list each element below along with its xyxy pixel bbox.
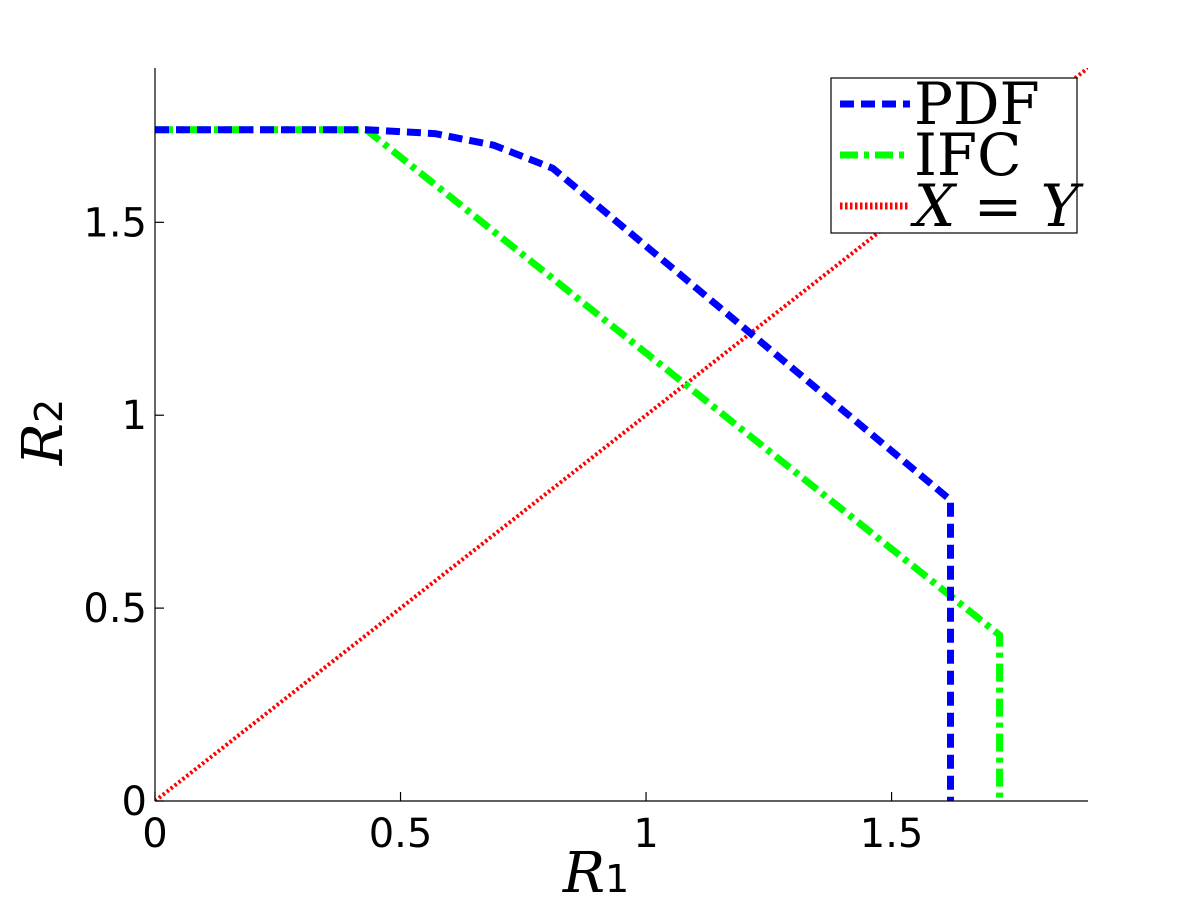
y-tick-label: 1.5 <box>83 200 147 246</box>
y-tick-label: 0.5 <box>83 586 147 632</box>
x-tick-label: 0.5 <box>369 811 433 857</box>
x-axis-ticks: 0 0.5 1 1.5 <box>142 792 923 857</box>
x-axis-label: R1 <box>562 841 629 900</box>
series-line-pdf <box>155 126 954 801</box>
x-tick-label: 0 <box>142 811 167 857</box>
legend-label-pdf: PDF <box>914 70 1040 138</box>
y-axis-ticks: 0 0.5 1 1.5 <box>83 200 164 825</box>
y-tick-label: 0 <box>122 779 147 825</box>
y-axis-label-base: R <box>11 423 76 466</box>
x-tick-label: 1.5 <box>860 811 924 857</box>
legend-label-ifc: IFC <box>914 121 1022 189</box>
y-axis-label-subscript: 2 <box>27 399 71 423</box>
x-axis-label-subscript: 1 <box>605 857 629 900</box>
x-axis-label-base: R <box>562 841 605 900</box>
y-axis-label: R2 <box>11 399 76 466</box>
legend-label-xy: X = Y <box>910 172 1084 240</box>
x-tick-label: 1 <box>633 811 658 857</box>
axes <box>154 68 1088 802</box>
legend: PDF IFC X = Y <box>830 70 1084 240</box>
y-tick-label: 1 <box>122 393 147 439</box>
legend-xy-part-x: X <box>910 172 958 240</box>
legend-xy-part-eq: = <box>955 172 1040 240</box>
series-layer <box>155 68 1088 801</box>
legend-xy-part-y: Y <box>1041 172 1084 240</box>
